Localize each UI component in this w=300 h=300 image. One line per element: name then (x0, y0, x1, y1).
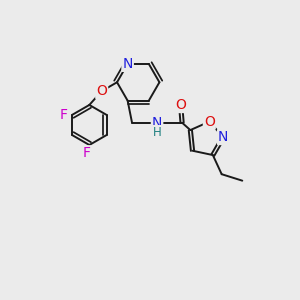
Text: O: O (96, 84, 107, 98)
Text: N: N (152, 116, 162, 130)
Text: O: O (175, 98, 186, 112)
Text: F: F (60, 108, 68, 122)
Text: H: H (153, 126, 161, 139)
Text: N: N (218, 130, 228, 144)
Text: F: F (82, 146, 90, 160)
Text: O: O (204, 115, 215, 129)
Text: N: N (122, 57, 133, 71)
